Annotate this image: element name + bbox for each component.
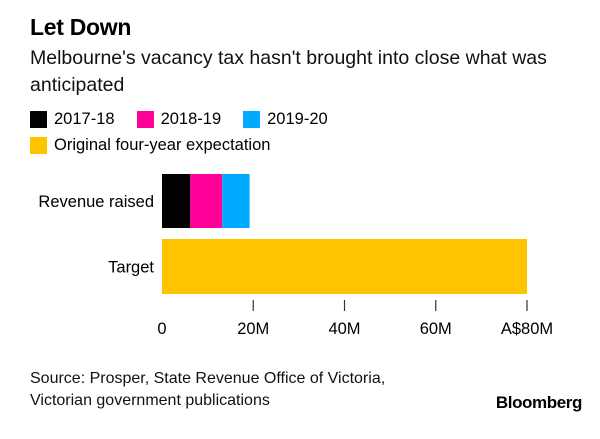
source-note: Source: Prosper, State Revenue Office of… [30, 368, 385, 412]
legend-swatch-expectation [30, 136, 47, 154]
legend-label-2018-19: 2018-19 [160, 109, 222, 128]
x-tick-label-4: A$80M [501, 320, 553, 338]
x-tick-label-2: 40M [328, 320, 360, 338]
category-label-revenue-raised: Revenue raised [38, 193, 154, 211]
legend-item-2017-18: 2017-18 [30, 110, 115, 129]
category-label-target: Target [108, 259, 154, 277]
legend-row-years: 2017-18 2018-19 2019-20 [30, 108, 350, 130]
legend-item-2018-19: 2018-19 [136, 109, 222, 129]
legend-item-2019-20: 2019-20 [243, 110, 328, 129]
legend-label-2017-18: 2017-18 [54, 109, 115, 128]
bar-revenue-raised-2018-19 [190, 174, 223, 228]
legend-swatch-2017-18 [30, 110, 47, 128]
x-tick-label-0: 0 [157, 320, 166, 338]
chart-subtitle: Melbourne's vacancy tax hasn't brought i… [30, 47, 547, 96]
x-tick-label-3: 60M [420, 320, 452, 338]
chart-title: Let Down [30, 14, 132, 40]
legend-swatch-2018-19 [136, 110, 154, 128]
bloomberg-logo: Bloomberg [495, 393, 583, 412]
bar-revenue-raised-2017-18 [162, 174, 191, 228]
legend-swatch-2019-20 [243, 110, 261, 128]
source-line-1: Source: Prosper, State Revenue Office of… [30, 370, 386, 387]
bar-revenue-raised-2019-20 [222, 174, 250, 228]
legend-label-2019-20: 2019-20 [267, 109, 328, 128]
legend-label-expectation: Original four-year expectation [54, 135, 271, 154]
legend-item-expectation: Original four-year expectation [30, 136, 270, 155]
source-line-2: Victorian government publications [30, 392, 270, 409]
x-tick-label-1: 20M [237, 320, 269, 338]
legend-row-expectation: Original four-year expectation [30, 134, 292, 156]
bar-target-original-four-year-expectation [162, 239, 527, 294]
